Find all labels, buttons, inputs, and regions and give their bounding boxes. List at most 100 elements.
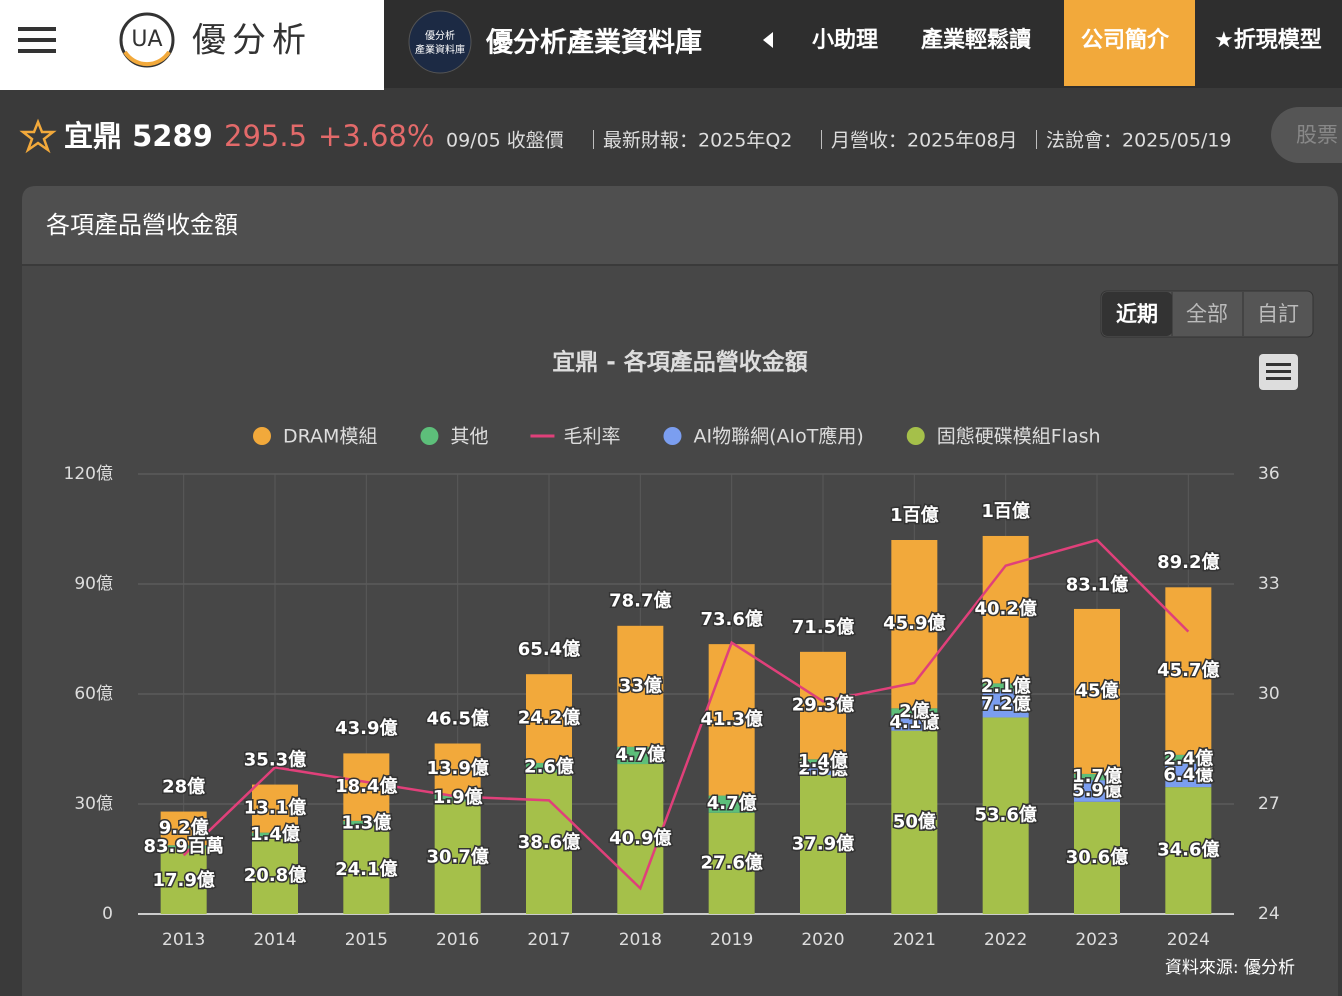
nav-item[interactable]: 產業輕鬆讀 bbox=[921, 27, 1031, 53]
badge bbox=[408, 10, 472, 74]
nav-title[interactable]: 優分析產業資料庫 bbox=[485, 27, 702, 59]
data-label: 4.7億 bbox=[707, 792, 757, 814]
stock-info: ｜月營收：2025年08月 bbox=[812, 130, 1018, 152]
range-button[interactable]: 近期 bbox=[1116, 302, 1158, 326]
data-label: 20.8億 bbox=[244, 864, 306, 886]
legend-marker bbox=[663, 427, 682, 445]
logo-bar bbox=[0, 0, 384, 90]
data-label: 9.2億 bbox=[159, 816, 209, 838]
data-label: 29.3億 bbox=[792, 694, 854, 716]
y-tick-label: 0 bbox=[102, 904, 113, 924]
y2-tick-label: 30 bbox=[1258, 684, 1280, 704]
bar-segment bbox=[982, 691, 1029, 718]
bar-segment bbox=[160, 848, 207, 914]
nav-item[interactable]: 小助理 bbox=[812, 28, 878, 53]
legend-label[interactable]: DRAM模組 bbox=[283, 426, 377, 448]
stock-button[interactable] bbox=[1271, 107, 1342, 163]
logo-mark: UA bbox=[131, 27, 162, 52]
export-menu[interactable] bbox=[1259, 354, 1298, 390]
bar-segment bbox=[252, 832, 298, 838]
data-label: 7.2億 bbox=[981, 692, 1031, 714]
data-label: 4.1億 bbox=[889, 711, 939, 733]
menu-icon[interactable] bbox=[18, 27, 56, 53]
nav-prev[interactable] bbox=[763, 32, 773, 48]
y2-tick-label: 24 bbox=[1258, 904, 1280, 924]
bar-segment bbox=[891, 540, 938, 709]
y-tick-label: 90億 bbox=[74, 574, 113, 594]
bar-segment bbox=[1074, 801, 1120, 914]
source: 資料來源: 優分析 bbox=[1165, 958, 1295, 978]
total-label: 35.3億 bbox=[244, 749, 306, 771]
bar-segment bbox=[891, 715, 938, 731]
data-label: 1.9億 bbox=[433, 786, 483, 808]
data-label: 53.6億 bbox=[974, 804, 1036, 826]
nav-item[interactable]: ★折現模型 bbox=[1214, 28, 1322, 53]
legend-marker bbox=[906, 427, 925, 445]
total-label: 1百億 bbox=[890, 504, 939, 526]
x-tick-label: 2022 bbox=[984, 930, 1027, 950]
x-tick-label: 2013 bbox=[162, 930, 205, 950]
x-tick-label: 2020 bbox=[801, 930, 844, 950]
data-label: 40.2億 bbox=[974, 598, 1036, 620]
y-tick-label: 30億 bbox=[74, 794, 113, 814]
data-label: 2.6億 bbox=[524, 756, 574, 778]
total-label: 28億 bbox=[162, 775, 205, 797]
total-label: 43.9億 bbox=[335, 717, 397, 739]
data-label: 40.9億 bbox=[609, 827, 671, 849]
stock-button-label: 股票 bbox=[1296, 123, 1338, 147]
y-tick-label: 120億 bbox=[64, 464, 113, 484]
data-label: 4.7億 bbox=[615, 743, 665, 765]
x-tick-label: 2018 bbox=[619, 930, 662, 950]
bar-segment bbox=[800, 651, 846, 760]
data-label: 2.9億 bbox=[798, 758, 848, 780]
y2-tick-label: 33 bbox=[1258, 574, 1280, 594]
total-label: 71.5億 bbox=[792, 616, 854, 638]
bar-segment bbox=[617, 746, 664, 765]
data-label: 6.4億 bbox=[1163, 763, 1213, 785]
x-tick-label: 2014 bbox=[253, 930, 296, 950]
x-tick-label: 2024 bbox=[1167, 930, 1210, 950]
legend-marker bbox=[253, 427, 271, 445]
favorite-star[interactable] bbox=[19, 118, 57, 154]
bar-segment bbox=[160, 845, 207, 849]
data-label: 34.6億 bbox=[1157, 839, 1219, 861]
x-tick-label: 2016 bbox=[436, 930, 479, 950]
panel-title: 各項產品營收金額 bbox=[46, 211, 238, 239]
stock-info: ｜最新財報：2025年Q2 bbox=[584, 130, 792, 152]
chart-title: 宜鼎 - 各項產品營收金額 bbox=[552, 349, 808, 376]
total-label: 89.2億 bbox=[1157, 551, 1219, 573]
data-label: 1.4億 bbox=[250, 823, 300, 845]
data-label: 38.6億 bbox=[518, 831, 580, 853]
data-label: 1.4億 bbox=[798, 750, 848, 772]
legend-label[interactable]: 其他 bbox=[450, 426, 488, 448]
data-label: 18.4億 bbox=[335, 775, 397, 797]
logo-accent bbox=[123, 50, 171, 67]
range-button[interactable]: 全部 bbox=[1186, 302, 1228, 326]
legend-label[interactable]: 固態硬碟模組Flash bbox=[937, 426, 1101, 448]
data-label: 13.1億 bbox=[244, 797, 306, 819]
legend-label[interactable]: 毛利率 bbox=[563, 426, 620, 448]
bar-segment bbox=[708, 812, 755, 914]
x-tick-label: 2019 bbox=[710, 930, 753, 950]
bar-segment bbox=[343, 825, 390, 914]
bar-segment bbox=[800, 764, 846, 776]
panel-header bbox=[22, 186, 1338, 265]
stock-change: +3.68% bbox=[318, 119, 434, 153]
bar-segment bbox=[1165, 754, 1212, 764]
legend-marker bbox=[420, 427, 439, 445]
bar-segment bbox=[982, 683, 1029, 692]
stock-date: 09/05 收盤價 bbox=[446, 130, 564, 152]
data-label: 30.6億 bbox=[1066, 846, 1128, 868]
data-label: 2.4億 bbox=[1163, 747, 1213, 769]
data-label: 1.3億 bbox=[341, 811, 391, 833]
nav-item[interactable]: 公司簡介 bbox=[1081, 27, 1170, 53]
legend-label[interactable]: AI物聯網(AIoT應用) bbox=[693, 425, 863, 448]
nav-active bbox=[1064, 0, 1195, 86]
logo-text[interactable]: 優分析 bbox=[192, 21, 312, 61]
bar-segment bbox=[343, 753, 390, 821]
total-label: 65.4億 bbox=[518, 638, 580, 660]
data-label: 83.9百萬 bbox=[143, 836, 223, 857]
range-button[interactable]: 自訂 bbox=[1257, 302, 1299, 326]
bar-segment bbox=[1074, 608, 1120, 774]
